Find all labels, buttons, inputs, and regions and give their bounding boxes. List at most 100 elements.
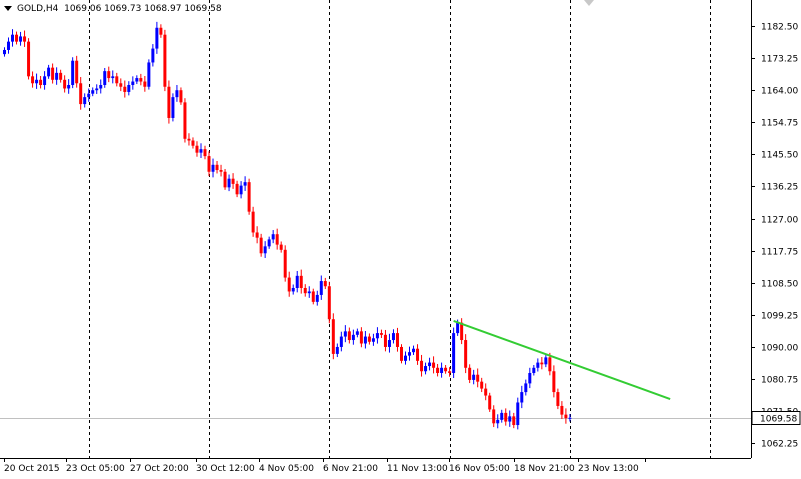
candle (484, 383, 488, 401)
candle-body (115, 76, 119, 84)
candle-body (211, 164, 215, 172)
candle (199, 143, 203, 158)
candle (371, 333, 375, 346)
candle-body (147, 62, 151, 87)
candle-body (279, 244, 283, 250)
candle (251, 206, 255, 237)
candle-body (371, 338, 375, 342)
price-tick-label: 1062.25 (761, 440, 798, 450)
candle (171, 93, 175, 122)
candle-body (343, 331, 347, 337)
candle (448, 367, 452, 377)
candle (39, 75, 43, 89)
candle-body (167, 86, 171, 118)
candle-body (424, 366, 428, 372)
price-tick-label: 1145.50 (761, 151, 798, 161)
candle (564, 408, 568, 424)
candle-body (7, 41, 11, 50)
collapse-triangle-icon[interactable] (4, 6, 12, 11)
price-tick-label: 1080.75 (761, 376, 798, 386)
candle (343, 325, 347, 343)
candle-body (295, 275, 299, 288)
candle-body (183, 102, 187, 139)
candle (532, 365, 536, 376)
candle-body (63, 79, 67, 89)
candle-body (227, 178, 231, 188)
candle (391, 329, 395, 344)
candle-body (199, 149, 203, 153)
candle-body (271, 234, 275, 240)
candle (75, 55, 79, 88)
candle-body (436, 367, 440, 373)
candle-body (263, 246, 267, 254)
price-tick-label: 1127.00 (761, 216, 798, 226)
chart-shift-marker-icon[interactable] (584, 0, 594, 6)
candle (568, 414, 572, 422)
candle (496, 414, 500, 429)
candle-body (39, 79, 43, 86)
candle (500, 409, 504, 423)
candle (135, 75, 139, 85)
candle-body (359, 331, 363, 344)
candle-body (532, 367, 536, 373)
candle-body (111, 76, 115, 79)
candle (512, 412, 516, 429)
candle (183, 98, 187, 143)
candle (255, 226, 259, 244)
candle (51, 63, 55, 84)
time-tick-label: 27 Oct 20:00 (130, 464, 189, 474)
candle-body (287, 277, 291, 292)
candle-body (55, 72, 59, 80)
candle-body (416, 348, 420, 361)
candle-body (432, 362, 436, 368)
candle (339, 331, 343, 352)
candle (556, 388, 560, 410)
candle (395, 327, 399, 352)
candle (552, 365, 556, 398)
trendline[interactable] (453, 320, 671, 400)
candle-body (15, 34, 19, 42)
candle (223, 168, 227, 190)
candle-body (79, 83, 83, 105)
candle (387, 333, 391, 353)
candle (115, 72, 119, 87)
time-tick-label: 23 Oct 05:00 (66, 464, 125, 474)
candle-body (51, 67, 55, 80)
price-tick-label: 1182.50 (761, 23, 798, 33)
candle-body (259, 237, 263, 254)
candle-body (544, 357, 548, 365)
candle (464, 334, 468, 374)
candle-body (3, 49, 6, 55)
candle (175, 85, 179, 102)
candle-body (35, 79, 39, 84)
candle-body (452, 333, 456, 373)
candle (327, 281, 331, 324)
candle (27, 38, 31, 80)
candle-body (468, 367, 472, 380)
candle-body (71, 60, 75, 86)
candle-body (496, 419, 500, 424)
symbol-header[interactable]: GOLD,H4 1069.06 1069.73 1068.97 1069.58 (4, 4, 222, 14)
candle (536, 358, 540, 372)
price-tick-label: 1117.75 (761, 248, 798, 258)
candle-body (95, 88, 99, 91)
candle (287, 271, 291, 297)
candle-body (135, 78, 139, 82)
candle (119, 78, 123, 92)
candle-body (516, 402, 520, 426)
candle (436, 363, 440, 377)
candle-body (67, 85, 71, 89)
candle-body (351, 334, 355, 341)
candle-body (399, 346, 403, 361)
candle (303, 284, 307, 297)
candle (404, 351, 407, 365)
price-tick-label: 1173.25 (761, 55, 798, 65)
candle (291, 284, 295, 295)
candle (179, 87, 183, 105)
candle-body (239, 185, 243, 195)
candle (267, 236, 271, 249)
candle (147, 59, 151, 90)
candle-body (311, 291, 315, 302)
